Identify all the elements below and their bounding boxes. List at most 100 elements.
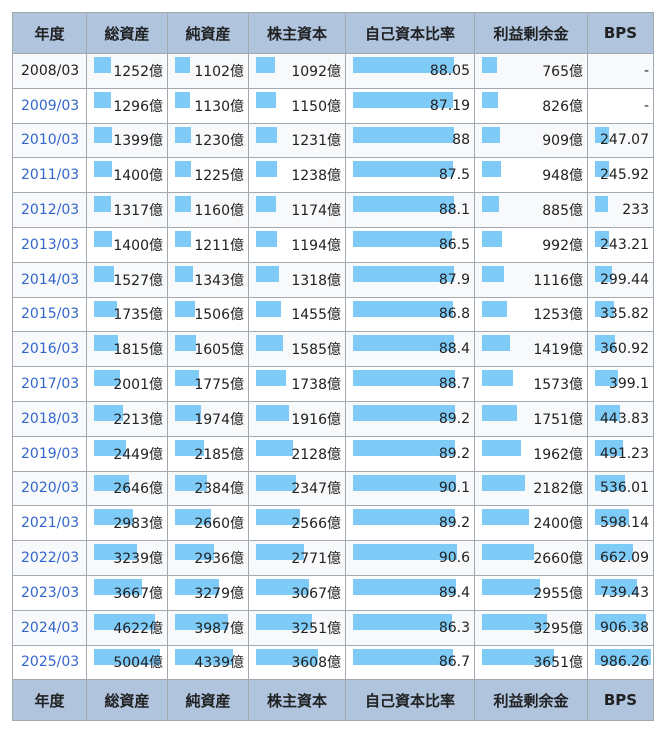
footer-total-assets: 総資産	[86, 679, 168, 722]
equity-ratio-cell: 86.3	[345, 609, 475, 646]
total-assets-value: 1527億	[113, 272, 163, 289]
total-assets-cell: 3667億	[86, 574, 168, 611]
equity-ratio-value: 88.4	[438, 341, 470, 358]
net-assets-value: 1343億	[194, 272, 244, 289]
year-link[interactable]: 2010/03	[12, 122, 87, 159]
header-shareholders-equity: 株主資本	[248, 12, 346, 54]
equity-ratio-value: 89.2	[438, 445, 470, 462]
equity-ratio-cell: 86.5	[345, 226, 475, 263]
year-link[interactable]: 2025/03	[12, 644, 87, 681]
table-row: 2015/03 1735億 1506億 1455億 86.8 1253億 335.82	[12, 296, 654, 333]
year-link[interactable]: 2022/03	[12, 540, 87, 576]
retained-earnings-value: 826億	[542, 98, 583, 115]
retained-earnings-cell: 2955億	[474, 574, 588, 611]
net-assets-cell: 3987億	[167, 609, 249, 646]
bps-value: 299.44	[600, 271, 649, 288]
shareholders-equity-bar	[256, 126, 277, 143]
year-link[interactable]: 2024/03	[12, 609, 87, 646]
year-link[interactable]: 2009/03	[12, 87, 87, 124]
total-assets-bar	[94, 439, 126, 456]
financial-table: 年度 総資産 純資産 株主資本 自己資本比率 利益剰余金 BPS 2008/03…	[12, 12, 654, 722]
year-link[interactable]: 2013/03	[12, 226, 87, 263]
year-link[interactable]: 2017/03	[12, 366, 87, 402]
shareholders-equity-cell: 1092億	[248, 53, 346, 89]
year-link[interactable]: 2012/03	[12, 192, 87, 228]
retained-earnings-bar	[482, 126, 500, 143]
total-assets-value: 3667億	[113, 585, 163, 602]
bps-value: -	[643, 97, 649, 114]
retained-earnings-bar	[482, 578, 540, 595]
shareholders-equity-cell: 2128億	[248, 435, 346, 472]
equity-ratio-cell: 88	[345, 122, 475, 159]
net-assets-value: 2660億	[194, 516, 244, 533]
net-assets-bar	[175, 509, 211, 526]
equity-ratio-value: 88.05	[429, 62, 470, 79]
shareholders-equity-cell: 1738億	[248, 366, 346, 402]
header-year: 年度	[12, 12, 87, 54]
net-assets-cell: 2660億	[167, 505, 249, 542]
bps-cell: 906.38	[587, 609, 654, 646]
shareholders-equity-bar	[256, 404, 289, 421]
bps-cell: 243.21	[587, 226, 654, 263]
year-link[interactable]: 2011/03	[12, 157, 87, 194]
retained-earnings-bar	[482, 230, 502, 247]
footer-net-assets: 純資産	[167, 679, 249, 722]
net-assets-value: 3987億	[194, 620, 244, 637]
year-link[interactable]: 2015/03	[12, 296, 87, 333]
bps-bar	[595, 300, 614, 317]
net-assets-value: 1506億	[194, 307, 244, 324]
bps-bar	[595, 648, 651, 665]
net-assets-cell: 1605億	[167, 331, 249, 368]
net-assets-cell: 2185億	[167, 435, 249, 472]
net-assets-bar	[175, 544, 214, 561]
table-row: 2016/03 1815億 1605億 1585億 88.4 1419億 360.92	[12, 331, 654, 368]
net-assets-cell: 1211億	[167, 226, 249, 263]
year-link[interactable]: 2014/03	[12, 261, 87, 298]
bps-cell: 986.26	[587, 644, 654, 681]
year-link[interactable]: 2016/03	[12, 331, 87, 368]
net-assets-cell: 1225億	[167, 157, 249, 194]
bps-bar	[595, 613, 646, 630]
net-assets-bar	[175, 196, 191, 213]
shareholders-equity-bar	[256, 265, 279, 282]
year-link[interactable]: 2019/03	[12, 435, 87, 472]
bps-cell: 739.43	[587, 574, 654, 611]
total-assets-cell: 1399億	[86, 122, 168, 159]
net-assets-bar	[175, 404, 201, 421]
year-link[interactable]: 2021/03	[12, 505, 87, 542]
shareholders-equity-bar	[256, 335, 283, 352]
retained-earnings-bar	[482, 161, 501, 178]
table-row: 2012/03 1317億 1160億 1174億 88.1 885億 233	[12, 192, 654, 228]
net-assets-value: 1160億	[194, 203, 244, 220]
equity-ratio-value: 89.4	[438, 584, 470, 601]
year-link[interactable]: 2018/03	[12, 400, 87, 437]
retained-earnings-cell: 885億	[474, 192, 588, 228]
year-link[interactable]: 2020/03	[12, 470, 87, 507]
retained-earnings-bar	[482, 300, 507, 317]
equity-ratio-bar	[353, 57, 454, 73]
bps-bar	[595, 544, 633, 561]
net-assets-cell: 2384億	[167, 470, 249, 507]
net-assets-bar	[175, 57, 190, 73]
equity-ratio-cell: 88.05	[345, 53, 475, 89]
retained-earnings-bar	[482, 439, 521, 456]
retained-earnings-value: 1751億	[533, 411, 583, 428]
total-assets-bar	[94, 335, 118, 352]
total-assets-value: 3239億	[113, 551, 163, 568]
header-equity-ratio: 自己資本比率	[345, 12, 475, 54]
retained-earnings-cell: 1419億	[474, 331, 588, 368]
retained-earnings-value: 1253億	[533, 307, 583, 324]
net-assets-bar	[175, 439, 204, 456]
retained-earnings-cell: 2400億	[474, 505, 588, 542]
bps-bar	[595, 404, 620, 421]
net-assets-cell: 1974億	[167, 400, 249, 437]
year-link[interactable]: 2023/03	[12, 574, 87, 611]
total-assets-cell: 2001億	[86, 366, 168, 402]
bps-cell: 245.92	[587, 157, 654, 194]
equity-ratio-cell: 90.1	[345, 470, 475, 507]
footer-equity-ratio: 自己資本比率	[345, 679, 475, 722]
total-assets-cell: 1317億	[86, 192, 168, 228]
equity-ratio-bar	[353, 439, 455, 456]
equity-ratio-bar	[353, 544, 457, 561]
retained-earnings-bar	[482, 196, 499, 213]
